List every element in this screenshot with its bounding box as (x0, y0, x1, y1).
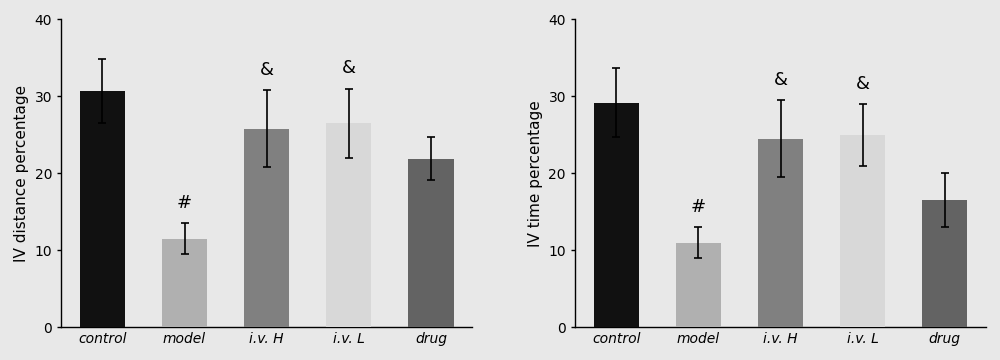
Bar (326, 123, 371, 327)
Y-axis label: IV time percentage: IV time percentage (528, 100, 543, 247)
Text: &: & (774, 71, 788, 89)
Bar (244, 129, 289, 327)
Y-axis label: IV distance percentage: IV distance percentage (14, 85, 29, 262)
Bar (162, 239, 207, 327)
Bar (922, 200, 967, 327)
Bar (840, 135, 885, 327)
Bar (80, 91, 125, 327)
Bar (676, 243, 721, 327)
Text: &: & (260, 60, 274, 78)
Bar (408, 159, 454, 327)
Bar (594, 103, 639, 327)
Bar (758, 139, 803, 327)
Text: #: # (177, 194, 192, 212)
Text: #: # (691, 198, 706, 216)
Text: &: & (342, 59, 356, 77)
Text: &: & (856, 75, 870, 93)
